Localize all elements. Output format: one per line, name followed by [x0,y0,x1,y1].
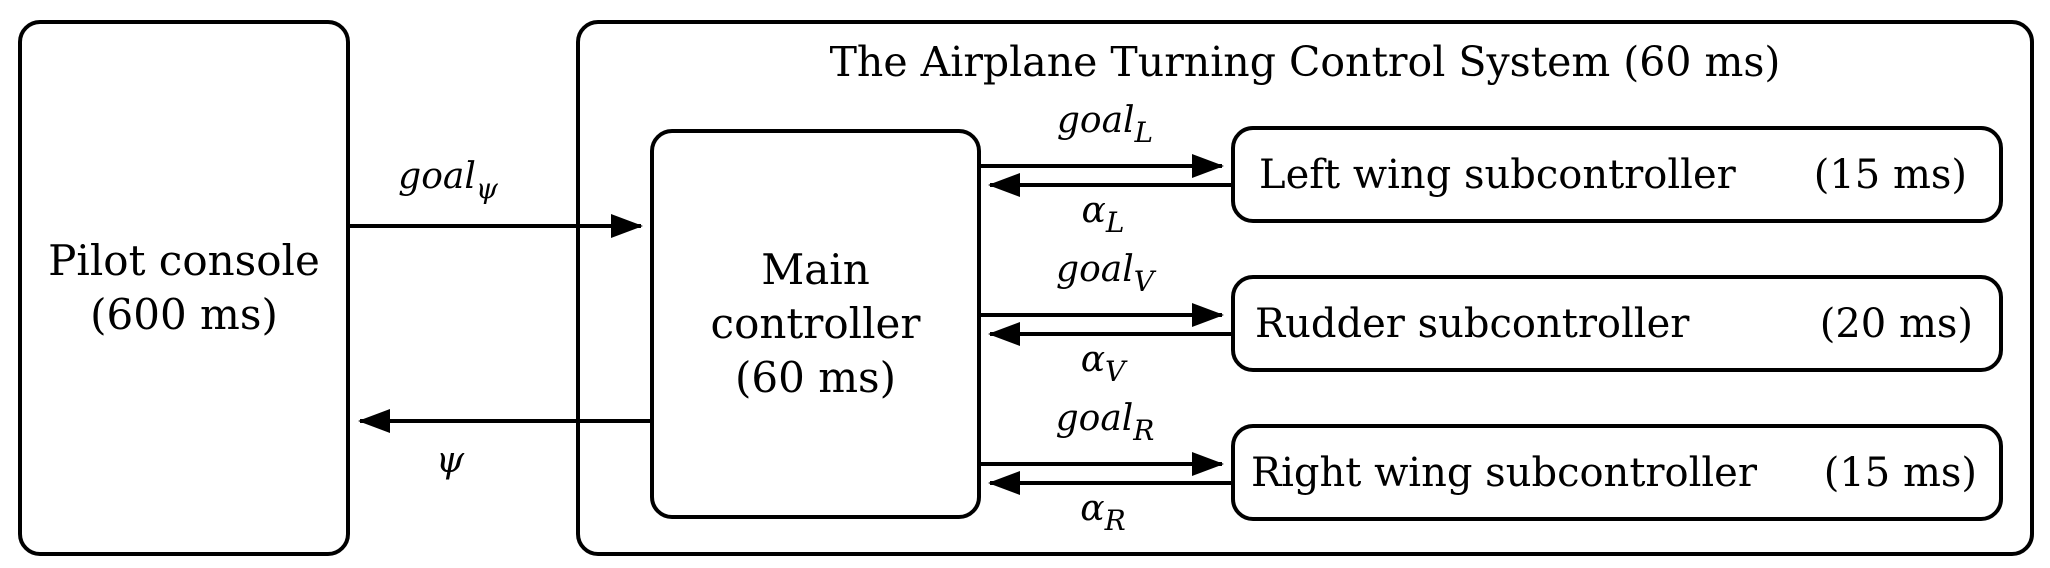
alpha-v-label: αV [1080,339,1126,388]
goal-r-label: goalR [1055,398,1155,447]
main-controller-label: Main controller (60 ms) [650,129,981,519]
left-wing-subcontroller-period: (15 ms) [1813,151,1967,198]
alpha-r-label: αR [1080,488,1126,537]
main-controller-box [650,129,981,519]
left-wing-subcontroller-box [1231,126,2003,223]
main-controller-line2: controller [710,299,921,349]
rudder-subcontroller-period: (20 ms) [1819,300,1973,347]
right-wing-subcontroller-box [1231,424,2003,521]
rudder-subcontroller-name: Rudder subcontroller [1255,300,1690,347]
rudder-subcontroller-box [1231,275,2003,372]
left-wing-subcontroller-name: Left wing subcontroller [1259,151,1736,198]
main-controller-period: (60 ms) [735,352,896,402]
pilot-console-label: Pilot console (600 ms) [18,20,350,556]
goal-v-label: goalV [1056,249,1154,298]
left-wing-subcontroller-label: Left wing subcontroller (15 ms) [1231,126,2003,223]
right-wing-subcontroller-name: Right wing subcontroller [1251,449,1757,496]
pilot-console-box [18,20,350,556]
goal-psi-label: goalψ [398,156,498,205]
psi-label: ψ [435,440,465,481]
pilot-console-title: Pilot console [48,236,320,286]
rudder-subcontroller-label: Rudder subcontroller (20 ms) [1231,275,2003,372]
goal-l-label: goalL [1056,100,1154,149]
right-wing-subcontroller-label: Right wing subcontroller (15 ms) [1231,424,2003,521]
pilot-console-period: (600 ms) [90,290,278,339]
main-controller-line1: Main [761,245,870,295]
system-title: The Airplane Turning Control System (60 … [829,38,1781,86]
alpha-l-label: αL [1081,190,1125,239]
right-wing-subcontroller-period: (15 ms) [1823,449,1977,496]
